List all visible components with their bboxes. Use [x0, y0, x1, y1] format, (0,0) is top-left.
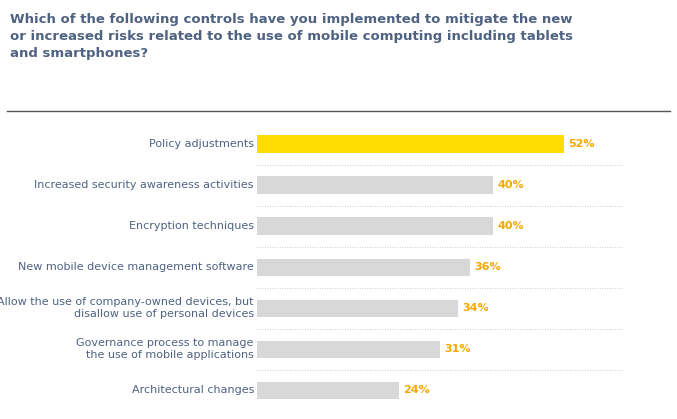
Bar	[257, 176, 493, 194]
Bar	[257, 341, 440, 358]
Text: Encryption techniques: Encryption techniques	[129, 221, 254, 231]
Bar	[257, 259, 470, 276]
Text: Which of the following controls have you implemented to mitigate the new
or incr: Which of the following controls have you…	[10, 13, 573, 59]
Text: 24%: 24%	[403, 385, 431, 395]
Text: 40%: 40%	[498, 221, 525, 231]
Text: 52%: 52%	[569, 139, 595, 149]
Bar	[257, 382, 399, 399]
Text: Policy adjustments: Policy adjustments	[149, 139, 254, 149]
Text: Governance process to manage
the use of mobile applications: Governance process to manage the use of …	[77, 338, 254, 360]
Text: 36%: 36%	[475, 262, 501, 272]
Bar	[257, 300, 458, 317]
Text: Allow the use of company-owned devices, but
disallow use of personal devices: Allow the use of company-owned devices, …	[0, 297, 254, 319]
Text: 40%: 40%	[498, 180, 525, 190]
Text: 34%: 34%	[462, 303, 489, 313]
Bar	[257, 217, 493, 235]
Text: Architectural changes: Architectural changes	[131, 385, 254, 395]
Text: Increased security awareness activities: Increased security awareness activities	[35, 180, 254, 190]
Text: New mobile device management software: New mobile device management software	[18, 262, 254, 272]
Bar	[257, 135, 564, 153]
Text: 31%: 31%	[445, 344, 471, 354]
